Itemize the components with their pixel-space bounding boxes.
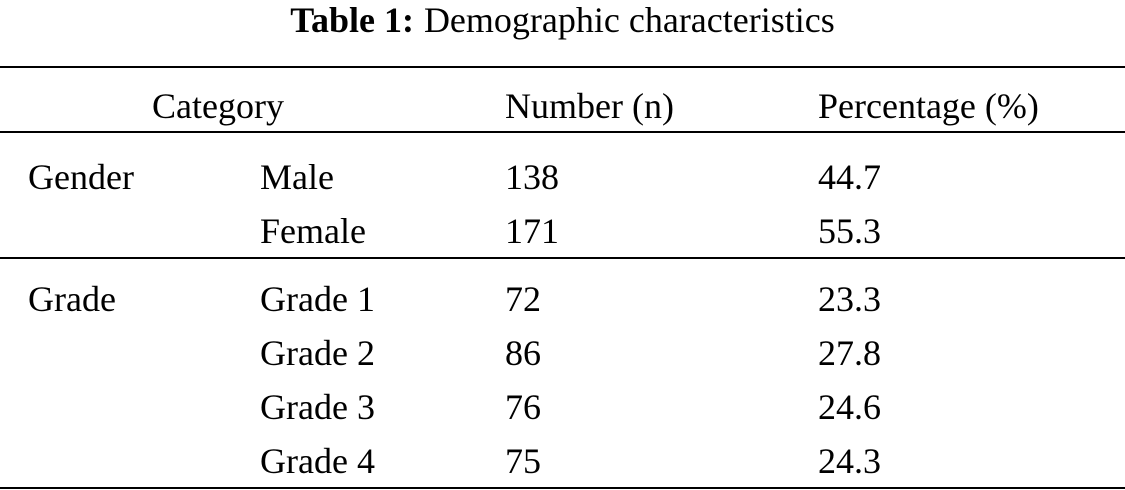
cell: 23.3 xyxy=(818,279,881,319)
cell: 27.8 xyxy=(818,333,881,373)
cell: 72 xyxy=(505,279,541,319)
header-cell: Percentage (%) xyxy=(818,86,1039,126)
bottom-rule xyxy=(0,487,1125,489)
group-label: Grade xyxy=(28,279,116,319)
group-rule xyxy=(0,257,1125,259)
row-label: Grade 1 xyxy=(260,279,375,319)
header-cell: Number (n) xyxy=(505,86,674,126)
cell: 24.6 xyxy=(818,387,881,427)
caption-label: Table 1: xyxy=(290,0,414,40)
row-label: Grade 4 xyxy=(260,441,375,481)
cell: 44.7 xyxy=(818,157,881,197)
cell: 138 xyxy=(505,157,559,197)
cell: 55.3 xyxy=(818,211,881,251)
top-rule xyxy=(0,66,1125,68)
header-cell: Category xyxy=(152,86,284,126)
row-label: Female xyxy=(260,211,366,251)
cell: 171 xyxy=(505,211,559,251)
group-label: Gender xyxy=(28,157,134,197)
cell: 86 xyxy=(505,333,541,373)
cell: 24.3 xyxy=(818,441,881,481)
row-label: Grade 3 xyxy=(260,387,375,427)
row-label: Male xyxy=(260,157,334,197)
caption-text: Demographic characteristics xyxy=(423,0,835,40)
caption: Table 1: Demographic characteristics xyxy=(0,0,1125,40)
row-label: Grade 2 xyxy=(260,333,375,373)
header-rule xyxy=(0,131,1125,133)
cell: 76 xyxy=(505,387,541,427)
cell: 75 xyxy=(505,441,541,481)
